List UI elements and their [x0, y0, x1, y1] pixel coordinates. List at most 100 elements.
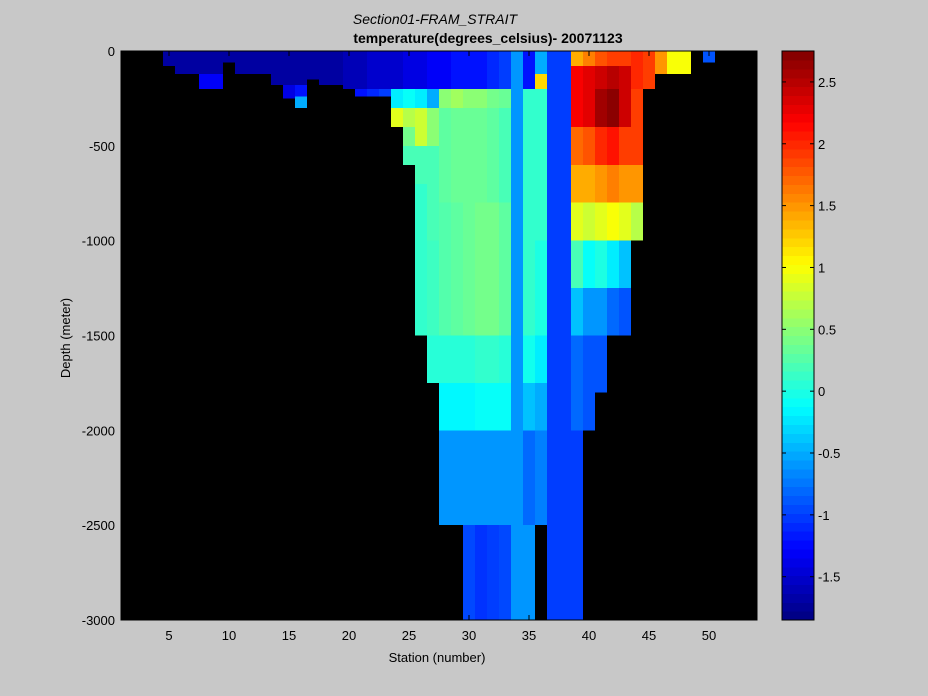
heatmap-cell	[595, 88, 607, 127]
heatmap-cell	[607, 288, 619, 336]
colorbar-segment	[782, 113, 814, 123]
heatmap-cell	[475, 202, 487, 336]
y-tick-label: -2000	[82, 423, 115, 438]
heatmap-cell	[523, 382, 535, 431]
heatmap-cell	[499, 335, 511, 383]
heatmap-cell	[343, 51, 355, 89]
heatmap-cell	[247, 51, 259, 74]
colorbar-segment	[782, 602, 814, 612]
heatmap-cell	[571, 335, 583, 431]
colorbar-segment	[782, 433, 814, 443]
heatmap-cell	[535, 430, 547, 526]
colorbar-segment	[782, 477, 814, 488]
heatmap-cell	[619, 51, 631, 67]
heatmap-cell	[415, 107, 427, 146]
heatmap-cell	[535, 73, 547, 89]
heatmap-cell	[535, 88, 547, 241]
colorbar: 2.5 2 1.5 1 0.5 0 -0.5 -1 -1.5	[781, 50, 840, 621]
heatmap-cell	[427, 240, 439, 336]
colorbar-segment	[782, 228, 814, 239]
heatmap-cell	[619, 288, 631, 336]
x-tick-label: 20	[342, 628, 356, 643]
colorbar-segment	[782, 468, 814, 479]
colorbar-segment	[782, 264, 814, 274]
heatmap-cell	[499, 525, 511, 620]
colorbar-frame	[781, 50, 815, 621]
heatmap-cell	[487, 202, 499, 336]
colorbar-segment	[782, 202, 814, 212]
y-tick-label: -2500	[82, 518, 115, 533]
heatmap-cell	[571, 51, 583, 67]
heatmap-cell	[403, 88, 415, 108]
y-tick-label: -1000	[82, 234, 115, 249]
colorbar-segment	[782, 451, 814, 461]
colorbar-segment	[782, 557, 814, 568]
heatmap-cell	[499, 51, 511, 89]
heatmap-cell	[535, 382, 547, 431]
heatmap-cell	[487, 51, 499, 89]
heatmap-cell	[187, 51, 199, 74]
colorbar-segment	[782, 299, 814, 310]
heatmap-cell	[403, 145, 415, 165]
heatmap-cell	[463, 107, 475, 203]
colorbar-segment	[782, 148, 814, 159]
colorbar-tick-label: 1.5	[818, 199, 836, 214]
heatmap-cell	[439, 51, 451, 89]
heatmap-cell	[535, 51, 547, 74]
colorbar-segment	[782, 246, 814, 257]
colorbar-segment	[782, 95, 814, 105]
x-axis: 5 10 15 20 25 30 35 40 45 50	[165, 51, 716, 643]
heatmap-cell	[475, 51, 487, 89]
colorbar-segment	[782, 211, 814, 221]
heatmap-cell	[319, 51, 331, 86]
heatmap-cell	[463, 525, 475, 620]
heatmap-cell	[415, 145, 427, 184]
heatmap-cell	[211, 73, 223, 89]
heatmap-cell	[595, 126, 607, 165]
colorbar-segment	[782, 353, 814, 363]
colorbar-segment	[782, 68, 814, 79]
heatmap-cell	[511, 51, 523, 620]
heatmap-cell	[523, 430, 535, 526]
heatmap-cell	[451, 335, 463, 383]
heatmap-cell	[607, 202, 619, 241]
heatmap-cell	[355, 88, 367, 97]
heatmap-cell	[391, 88, 403, 108]
colorbar-tick-label: 2	[818, 137, 825, 152]
heatmap-cell	[619, 66, 631, 89]
x-axis-label: Station (number)	[389, 650, 486, 665]
colorbar-segment	[782, 193, 814, 203]
heatmap-cell	[487, 107, 499, 203]
heatmap-cell	[451, 382, 463, 431]
colorbar-segment	[782, 397, 814, 408]
heatmap-cell	[451, 430, 463, 526]
colorbar-segment	[782, 104, 814, 114]
colorbar-segment	[782, 282, 814, 292]
heatmap-cell	[439, 335, 451, 383]
heatmap-cell	[487, 88, 499, 108]
colorbar-segment	[782, 548, 814, 559]
heatmap-cell	[631, 51, 643, 89]
heatmap-cell	[583, 202, 595, 241]
colorbar-segment	[782, 122, 814, 132]
heatmap-cell	[703, 51, 715, 63]
heatmap-cell	[211, 51, 223, 74]
heatmap-cell	[463, 382, 475, 431]
heatmap-cell	[571, 288, 583, 336]
heatmap-cell	[367, 51, 379, 89]
heatmap-cell	[427, 51, 439, 89]
heatmap-cell	[571, 430, 583, 620]
heatmap-cell	[523, 51, 535, 89]
heatmap-cell	[583, 51, 595, 67]
colorbar-segment	[782, 362, 814, 372]
heatmap-cell	[463, 202, 475, 336]
heatmap-cell	[607, 51, 619, 67]
chart-title: Section01-FRAM_STRAIT	[353, 11, 519, 27]
heatmap-cell	[463, 430, 475, 526]
x-tick-label: 15	[282, 628, 296, 643]
heatmap-cell	[583, 288, 595, 336]
colorbar-segment	[782, 575, 814, 586]
heatmap-cell	[415, 88, 427, 108]
colorbar-tick-label: -0.5	[818, 446, 840, 461]
